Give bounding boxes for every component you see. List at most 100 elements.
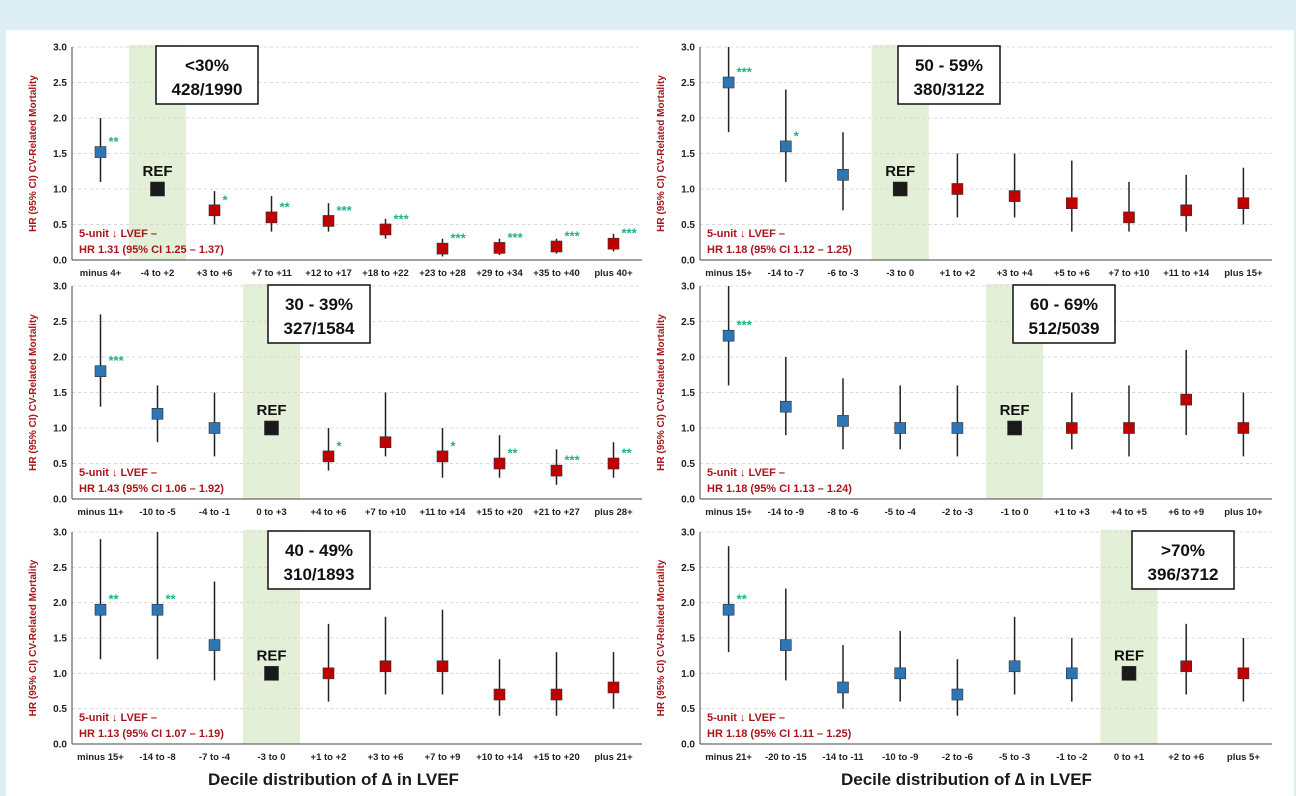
x-tick-label: +12 to +17 [305,268,351,279]
hr-note-line-1: 5-unit ↓ LVEF – [79,712,157,724]
group-box-ef-range: >70% [1161,541,1205,560]
significance-stars: ** [166,592,177,607]
x-tick-label: -3 to 0 [258,752,286,763]
x-tick-label: -3 to 0 [886,268,914,279]
x-tick-label: +4 to +6 [311,507,347,518]
hr-marker [94,146,107,158]
significance-stars: *** [737,318,753,333]
y-tick-label: 3.0 [53,528,67,539]
group-box [1131,530,1235,590]
hr-note-line-2: HR 1.43 (95% CI 1.06 – 1.92) [79,483,224,495]
y-axis-title: HR (95% CI) CV-Related Mortality [656,559,667,716]
significance-stars: *** [565,229,581,244]
x-tick-label: +23 to +28 [419,268,465,279]
forest-plot-panels: 0.0 0.5 1.0 1.5 2.0 2.5 3.0 HR (95% CI) CV-Rela… [28,43,1272,763]
hr-marker [722,76,735,89]
reference-marker [1007,420,1022,436]
hr-marker [951,183,964,195]
hr-note-line-2: HR 1.18 (95% CI 1.12 – 1.25) [707,244,852,256]
hr-note-line-1: 5-unit ↓ LVEF – [707,228,785,240]
x-tick-label: +7 to +10 [1108,268,1149,279]
y-tick-label: 1.5 [681,149,695,160]
ref-label: REF [1114,647,1144,664]
hr-marker [779,400,792,413]
x-tick-label: +7 to +10 [365,507,406,518]
reference-marker [1121,666,1137,681]
x-tick-label: +11 to +14 [420,507,467,518]
x-tick-label: -14 to -9 [768,507,804,518]
y-tick-label: 3.0 [53,43,67,54]
y-tick-label: 2.5 [681,563,695,574]
group-box-events: 512/5039 [1029,319,1100,338]
significance-stars: ** [622,446,633,461]
y-tick-label: 2.5 [681,317,695,328]
x-tick-label: -20 to -15 [765,752,807,763]
hr-note-line-1: 5-unit ↓ LVEF – [79,467,157,479]
x-tick-label: -2 to -3 [942,507,973,518]
significance-stars: * [223,192,229,207]
hr-marker [379,223,392,236]
forest-plot-top-right: 0.0 0.5 1.0 1.5 2.0 2.5 3.0 HR (95% CI) CV-Rela… [656,43,1272,279]
hr-marker [894,422,907,434]
y-tick-label: 0.5 [53,220,67,231]
y-axis-title: HR (95% CI) CV-Related Mortality [28,75,39,232]
x-tick-label: -2 to -6 [942,752,973,763]
x-tick-label: -14 to -11 [822,752,864,763]
hr-note-line-2: HR 1.18 (95% CI 1.13 – 1.24) [707,483,852,495]
x-tick-label: +21 to +27 [533,507,579,518]
ref-label: REF [885,163,915,180]
hr-marker [1123,211,1135,224]
y-tick-label: 1.5 [53,149,67,160]
x-tick-label: +1 to +3 [1054,507,1090,518]
significance-stars: *** [394,211,410,226]
hr-marker [779,639,792,651]
x-tick-label: +15 to +20 [476,507,522,518]
x-tick-label: -1 to 0 [1001,507,1029,518]
x-tick-label: -8 to -6 [827,507,858,518]
y-tick-label: 0.0 [681,495,695,506]
forest-plot-bottom-left: 0.0 0.5 1.0 1.5 2.0 2.5 3.0 HR (95% CI) CV-Rela… [28,528,642,763]
ref-label: REF [257,402,287,419]
y-tick-label: 0.5 [681,220,695,231]
y-tick-label: 3.0 [681,282,695,293]
x-tick-label: -14 to -7 [768,268,804,279]
group-box [1012,284,1116,344]
significance-stars: * [451,438,457,453]
hr-marker [550,464,563,477]
group-box-ef-range: 30 - 39% [285,295,353,314]
y-tick-label: 0.5 [681,459,695,470]
significance-stars: ** [109,134,120,149]
y-tick-label: 1.0 [53,424,67,435]
hr-marker [322,667,335,680]
y-tick-label: 3.0 [53,282,67,293]
y-tick-label: 1.0 [681,424,695,435]
x-axis-caption-right: Decile distribution of ∆ in LVEF [841,770,1092,789]
reference-marker [892,181,908,197]
x-tick-label: +5 to +6 [1054,268,1090,279]
group-box-events: 396/3712 [1148,565,1219,584]
significance-stars: ** [737,592,748,607]
y-tick-label: 2.0 [681,353,695,364]
group-box-events: 380/3122 [914,80,985,99]
hr-marker [94,365,107,378]
x-tick-label: minus 15+ [77,752,124,763]
y-tick-label: 0.0 [53,256,67,267]
significance-stars: *** [451,231,467,246]
y-tick-label: 2.0 [53,353,67,364]
x-tick-label: +15 to +20 [533,752,579,763]
hr-marker [1180,393,1192,406]
hr-marker [1237,667,1250,680]
y-tick-label: 1.5 [53,388,67,399]
hr-note-line-2: HR 1.13 (95% CI 1.07 – 1.19) [79,728,224,740]
significance-stars: *** [565,453,581,468]
x-tick-label: -4 to -1 [199,507,231,518]
group-box [897,45,1001,105]
x-tick-label: minus 21+ [705,752,752,763]
x-tick-label: +4 to +5 [1111,507,1148,518]
x-tick-label: plus 28+ [594,507,633,518]
x-tick-label: +35 to +40 [533,268,579,279]
group-box [267,530,371,590]
hr-marker [493,688,506,701]
figure-sheet: 0.0 0.5 1.0 1.5 2.0 2.5 3.0 HR (95% CI) CV-Rela… [6,30,1294,796]
x-tick-label: plus 5+ [1227,752,1260,763]
